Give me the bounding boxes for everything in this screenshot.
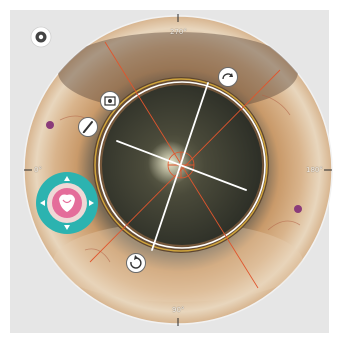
marker-right[interactable] bbox=[294, 205, 302, 213]
measurement-circle[interactable] bbox=[98, 81, 266, 249]
lens-marker-icon bbox=[59, 194, 75, 212]
rotate-top-right-icon[interactable] bbox=[218, 67, 238, 87]
image-icon[interactable] bbox=[100, 91, 120, 111]
degree-ticks bbox=[24, 14, 332, 326]
axis-lines[interactable] bbox=[116, 82, 247, 251]
arrow-right-icon[interactable] bbox=[89, 200, 94, 206]
view-mode-icon[interactable] bbox=[30, 26, 52, 48]
arrow-down-icon[interactable] bbox=[64, 225, 70, 230]
rotate-bottom-icon[interactable] bbox=[126, 253, 146, 273]
arrow-up-icon[interactable] bbox=[64, 176, 70, 181]
pen-icon[interactable] bbox=[78, 117, 98, 137]
marker-left[interactable] bbox=[46, 121, 54, 129]
lens-selector[interactable] bbox=[36, 172, 98, 234]
arrow-left-icon[interactable] bbox=[40, 200, 45, 206]
